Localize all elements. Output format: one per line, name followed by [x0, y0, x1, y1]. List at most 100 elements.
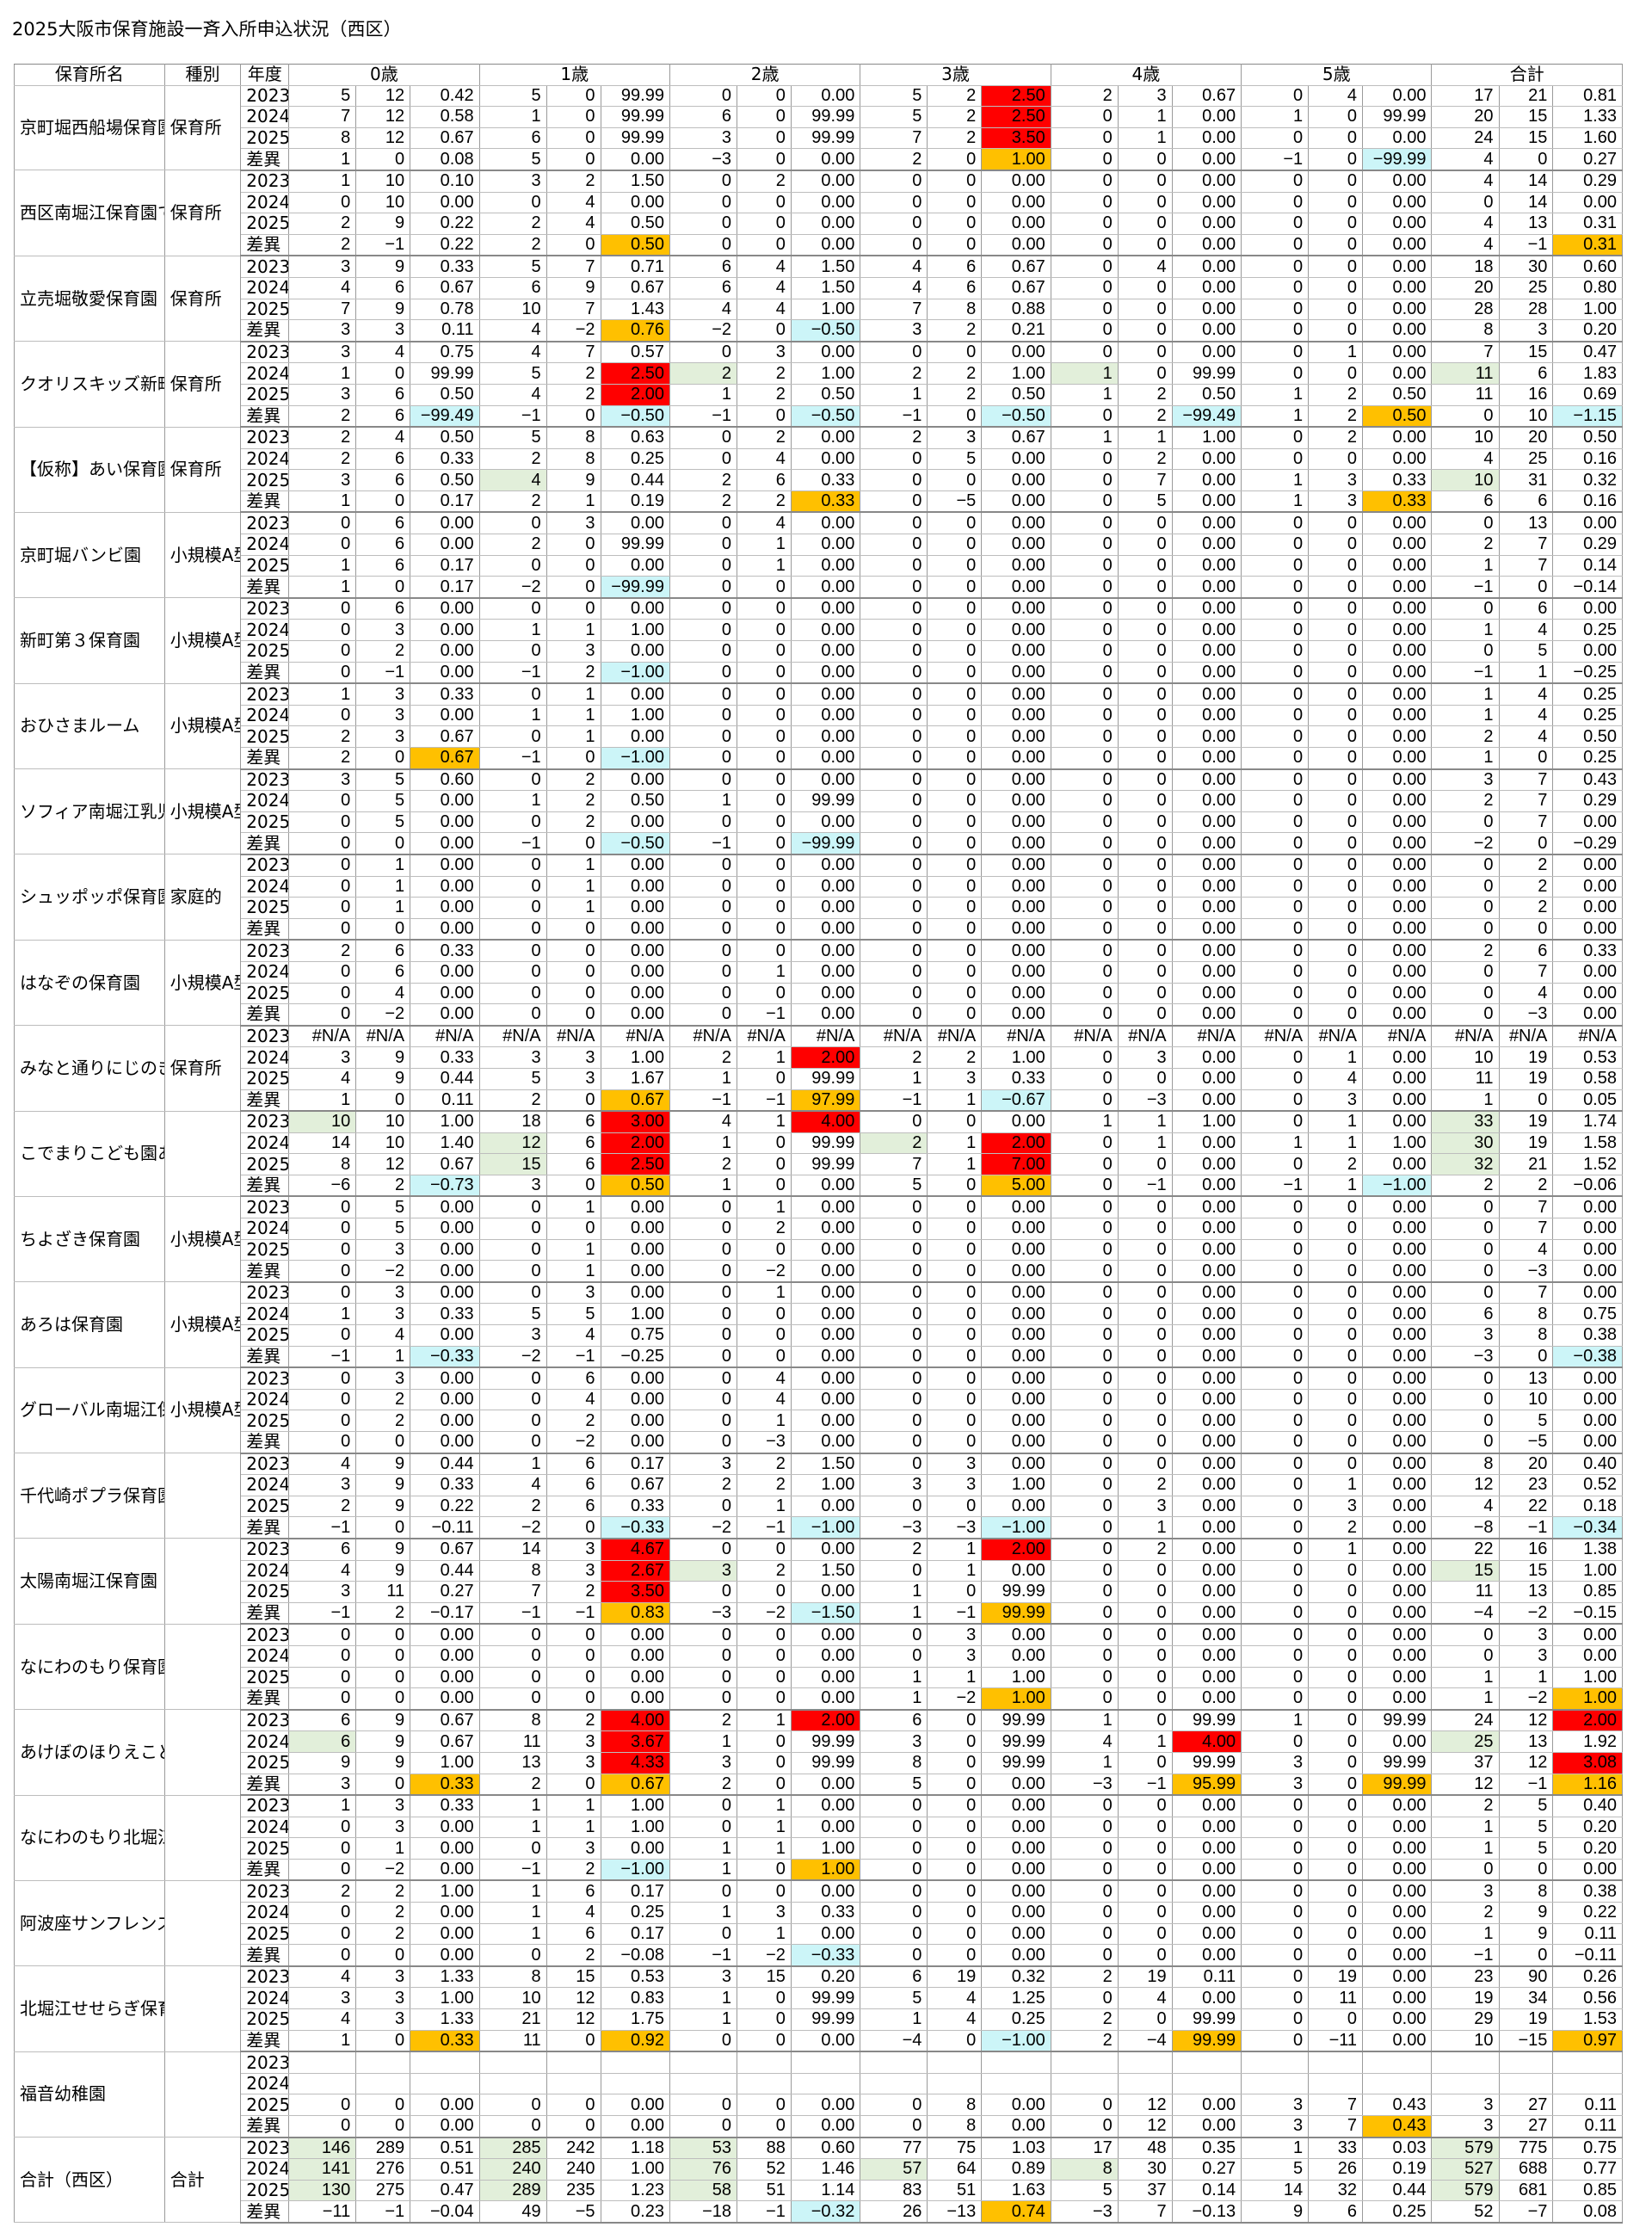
cell-capacity: 0: [1308, 1644, 1364, 1668]
cell-applicants: 0: [1241, 1644, 1310, 1668]
cell-capacity: −2: [927, 1687, 983, 1711]
cell-applicants: −3: [1050, 2200, 1119, 2224]
cell-applicants: 0: [860, 682, 928, 706]
cell-capacity: 1: [355, 897, 411, 919]
cell-ratio: 0.00: [1171, 597, 1242, 620]
cell-ratio: 0.17: [600, 1922, 670, 1946]
cell-ratio: 99.99: [981, 1601, 1051, 1626]
cell-ratio: 0.00: [600, 1366, 670, 1390]
cell-capacity: 0: [1308, 1794, 1364, 1817]
cell-capacity: −3: [1498, 1260, 1554, 1283]
cell-ratio: 1.50: [600, 170, 670, 193]
cell-applicants: 0: [288, 1324, 357, 1347]
cell-capacity: 1: [927, 1153, 983, 1175]
cell-ratio: 0.00: [600, 640, 670, 663]
cell-ratio: [600, 2051, 670, 2074]
year-label: 2024: [240, 1132, 290, 1155]
cell-ratio: 99.99: [1362, 1709, 1433, 1732]
year-label: 2024: [240, 1388, 290, 1411]
cell-capacity: 0: [1117, 1902, 1173, 1924]
cell-capacity: 15: [1498, 1559, 1554, 1582]
cell-capacity: −15: [1498, 2029, 1554, 2053]
cell-ratio: 0.00: [790, 1687, 861, 1711]
cell-capacity: 6: [1498, 597, 1554, 620]
cell-capacity: 10: [1498, 404, 1554, 429]
cell-applicants: 0: [1050, 1218, 1119, 1240]
cell-ratio: 0.00: [981, 682, 1051, 706]
cell-applicants: −1: [1431, 661, 1500, 685]
cell-applicants: −1: [478, 404, 547, 429]
cell-capacity: 0: [1117, 1003, 1173, 1027]
cell-applicants: 4: [1431, 213, 1500, 235]
cell-applicants: 0: [860, 1281, 928, 1305]
cell-applicants: 6: [860, 1965, 928, 1989]
cell-applicants: 0: [1241, 1581, 1310, 1603]
cell-capacity: 0: [546, 597, 601, 620]
cell-applicants: 5: [860, 1987, 928, 2010]
facility-name: なにわのもり北堀江保育園: [14, 1794, 165, 1881]
table-row: 2024 0 3 0.00 1 1 1.00 0 0 0.00 0 0 0.00 0 0 0.00 0 0 0.00…: [15, 619, 1623, 642]
cell-ratio: 0.00: [1362, 554, 1433, 577]
cell-ratio: 0.00: [790, 1238, 861, 1262]
cell-ratio: 0.00: [1171, 298, 1242, 321]
cell-applicants: 3: [1431, 768, 1500, 792]
cell-applicants: 0: [1050, 276, 1119, 299]
cell-capacity: 6: [355, 447, 411, 471]
cell-capacity: 2: [546, 170, 601, 193]
cell-applicants: 0: [288, 832, 357, 855]
cell-ratio: 99.99: [1362, 1751, 1433, 1774]
cell-applicants: 3: [1431, 2114, 1500, 2138]
cell-capacity: 15: [737, 1965, 792, 1989]
cell-applicants: 1: [860, 1687, 928, 1711]
cell-ratio: 0.00: [1171, 875, 1242, 898]
cell-ratio: 0.00: [790, 1003, 861, 1027]
cell-capacity: 0: [1308, 1773, 1364, 1797]
cell-applicants: 23: [1431, 1965, 1500, 1989]
cell-ratio: 0.00: [1171, 1067, 1242, 1090]
cell-capacity: 0: [355, 1773, 411, 1797]
cell-capacity: 7: [1498, 790, 1554, 812]
cell-ratio: 0.00: [1362, 1153, 1433, 1175]
cell-ratio: 0.00: [981, 1816, 1051, 1839]
cell-applicants: 0: [288, 661, 357, 685]
cell-ratio: 0.00: [981, 1623, 1051, 1646]
cell-ratio: 0.00: [1362, 233, 1433, 257]
table-row: 2024 0 3 0.00 1 1 1.00 0 1 0.00 0 0 0.00 0 0 0.00 0 0 0.00…: [15, 1816, 1623, 1839]
cell-capacity: 0: [1308, 298, 1364, 321]
cell-ratio: 0.67: [410, 126, 480, 150]
cell-ratio: 0.00: [1171, 1174, 1242, 1198]
cell-applicants: 1: [288, 148, 357, 171]
table-row: おひさまルーム小規模A型2023130.33010.00000.00000.00…: [14, 682, 1623, 770]
cell-applicants: 3: [669, 1751, 738, 1774]
cell-capacity: 0: [546, 233, 601, 257]
cell-capacity: −1: [1117, 1773, 1173, 1797]
cell-applicants: #N/A: [1431, 1025, 1500, 1048]
cell-ratio: 0.00: [1171, 661, 1242, 685]
cell-ratio: 0.44: [410, 1067, 480, 1090]
cell-capacity: 0: [1308, 1559, 1364, 1582]
cell-applicants: 1: [669, 1837, 738, 1860]
cell-ratio: 0.11: [410, 319, 480, 342]
cell-ratio: 0.00: [1362, 1559, 1433, 1582]
cell-applicants: 0: [478, 640, 547, 663]
cell-ratio: 0.00: [1362, 126, 1433, 150]
cell-ratio: 2.00: [600, 383, 670, 406]
table-row: 2024 1 0 99.99 5 2 2.50 2 2 1.00 2 2 1.00 1 0 99.99 0 0 0.…: [15, 362, 1623, 385]
cell-capacity: 0: [927, 1410, 983, 1432]
cell-ratio: −99.49: [410, 404, 480, 429]
cell-ratio: 0.00: [1171, 1410, 1242, 1432]
cell-applicants: 4: [860, 276, 928, 299]
cell-ratio: 0.00: [1362, 832, 1433, 855]
cell-capacity: 0: [355, 362, 411, 385]
cell-ratio: [1552, 2072, 1623, 2095]
cell-ratio: −1.15: [1552, 404, 1623, 429]
cell-applicants: 0: [860, 341, 928, 364]
cell-ratio: 0.32: [981, 1965, 1051, 1989]
cell-capacity: 10: [355, 1132, 411, 1155]
cell-applicants: 1: [1431, 1687, 1500, 1711]
cell-capacity: 1: [737, 554, 792, 577]
cell-ratio: −1.00: [600, 746, 670, 770]
cell-capacity: 8: [927, 2094, 983, 2116]
cell-applicants: 11: [478, 2029, 547, 2053]
cell-capacity: 0: [1308, 1345, 1364, 1369]
